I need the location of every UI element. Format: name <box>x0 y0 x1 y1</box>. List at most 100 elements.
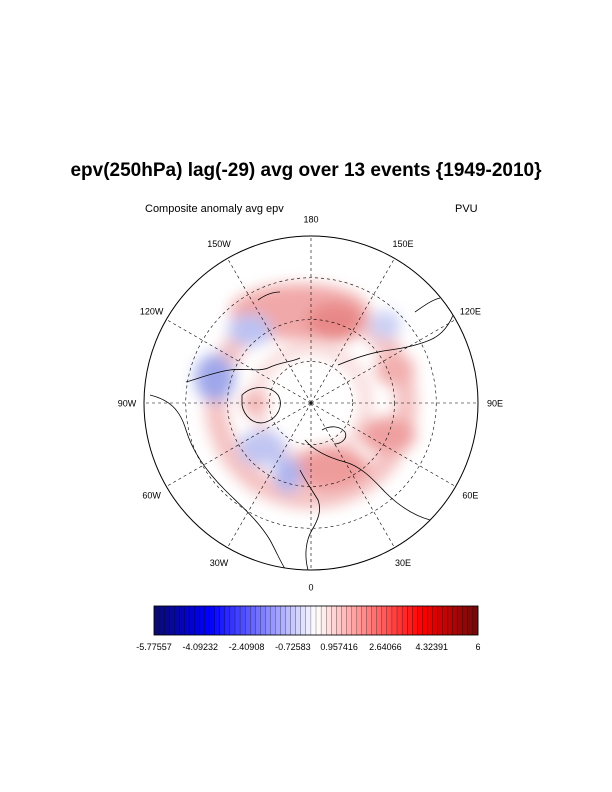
colorbar-cell <box>265 605 271 636</box>
anomaly-europe <box>292 446 368 490</box>
longitude-label: 150E <box>392 239 413 249</box>
meridian-30W <box>227 402 312 548</box>
colorbar-cell <box>199 605 205 636</box>
colorbar-cell <box>275 605 281 636</box>
colorbar-tick-label: 0.957416 <box>320 642 358 652</box>
anomaly-bering <box>307 302 363 342</box>
latitude-circle-1 <box>268 360 354 446</box>
chart-title: epv(250hPa) lag(-29) avg over 13 events … <box>70 160 542 181</box>
meridian-30E <box>310 402 395 548</box>
longitude-label: 60W <box>142 491 161 501</box>
coastlines <box>149 291 463 570</box>
anomaly-siberia <box>375 354 415 386</box>
coastline-scandinavia <box>321 426 347 445</box>
colorbar-cell <box>260 605 266 636</box>
meridian-150E <box>310 258 395 404</box>
meridian-60E <box>310 402 456 487</box>
longitude-label: 90W <box>118 399 137 409</box>
colorbar-cell <box>326 605 332 636</box>
colorbar-cell <box>356 605 362 636</box>
colorbar-cell <box>472 605 479 636</box>
longitude-label: 150W <box>207 239 231 249</box>
positive-anomaly-inner-ring <box>250 342 372 464</box>
colorbar-cell <box>295 605 302 636</box>
longitude-label: 120E <box>460 307 481 317</box>
colorbar-cell <box>371 605 378 636</box>
meridian-120W <box>166 319 312 404</box>
colorbar-cell <box>376 605 383 636</box>
meridian-150W <box>227 258 312 404</box>
longitude-label: 180 <box>303 215 318 225</box>
colorbar-cell <box>204 605 211 636</box>
coastline-alaska <box>257 291 281 301</box>
coastline-greenland <box>241 387 281 424</box>
meridian-60W <box>166 402 312 487</box>
colorbar-tick-label: 4.32391 <box>415 642 448 652</box>
colorbar-cell <box>158 605 165 636</box>
colorbar-cell <box>442 605 448 636</box>
anomaly-central-asia <box>360 417 416 453</box>
colorbar-cell <box>432 605 438 636</box>
longitude-label: 120W <box>140 307 164 317</box>
colorbar-cell <box>184 605 190 636</box>
colorbar-cell <box>290 605 297 636</box>
anomaly-canada <box>195 354 235 402</box>
colorbar-cell <box>467 605 474 636</box>
colorbar-cell <box>219 605 226 636</box>
colorbar-cell <box>427 605 433 636</box>
colorbar-cell <box>407 605 413 636</box>
map-border <box>143 235 479 571</box>
colorbar-cell <box>194 605 200 636</box>
colorbar-cell <box>214 605 221 636</box>
longitude-labels: 180 150E 120E 90E 60E 30E 0 30W 60W 90W 120W 150W <box>118 215 503 593</box>
colorbar-tick-label: 6 <box>475 642 480 652</box>
colorbar-cell <box>280 605 286 636</box>
colorbar-cell <box>351 605 357 636</box>
colorbar-border <box>153 605 479 636</box>
colorbar-cell <box>336 605 342 636</box>
colorbar-cell <box>396 605 403 636</box>
colorbar-tick-label: -0.72583 <box>275 642 311 652</box>
longitude-label: 30W <box>210 558 229 568</box>
colorbar-cell <box>320 605 327 636</box>
colorbar-cell <box>401 605 408 636</box>
colorbar-cell <box>224 605 231 636</box>
colorbar-cell <box>270 605 276 636</box>
colorbar <box>153 605 479 636</box>
colorbar-cell <box>331 605 337 636</box>
colorbar-cell <box>452 605 459 636</box>
longitude-label: 60E <box>462 491 478 501</box>
colorbar-cell <box>169 605 175 636</box>
colorbar-cell <box>341 605 347 636</box>
coastline-siberia <box>337 309 456 366</box>
colorbar-cell <box>250 605 256 636</box>
coastline-north-canada <box>185 357 301 383</box>
colorbar-cell <box>391 605 398 636</box>
colorbar-tick-labels: -5.77557 -4.09232 -2.40908 -0.72583 0.957416… <box>136 642 480 652</box>
coastline-africa <box>299 469 320 570</box>
coastline-kamchatka <box>414 297 441 313</box>
colorbar-cell <box>255 605 261 636</box>
colorbar-cell <box>366 605 373 636</box>
anomaly-kamchatka <box>369 311 401 339</box>
colorbar-cell <box>437 605 443 636</box>
colorbar-cell <box>346 605 352 636</box>
anomaly-north-atlantic <box>238 430 286 466</box>
colorbar-cell <box>209 605 216 636</box>
colorbar-cell <box>447 605 454 636</box>
colorbar-cell <box>239 605 246 636</box>
anomaly-greenland <box>241 391 269 415</box>
colorbar-cell <box>412 605 418 636</box>
colorbar-cell <box>164 605 170 636</box>
colorbar-cell <box>386 605 393 636</box>
colorbar-cell <box>462 605 469 636</box>
colorbar-cell <box>174 605 180 636</box>
colorbar-cell <box>229 605 236 636</box>
colorbar-cell <box>305 605 312 636</box>
anomaly-nw-pacific <box>228 314 272 346</box>
colorbar-cell <box>285 605 292 636</box>
latitude-circle-3 <box>185 277 437 529</box>
longitude-label: 0 <box>308 583 313 593</box>
